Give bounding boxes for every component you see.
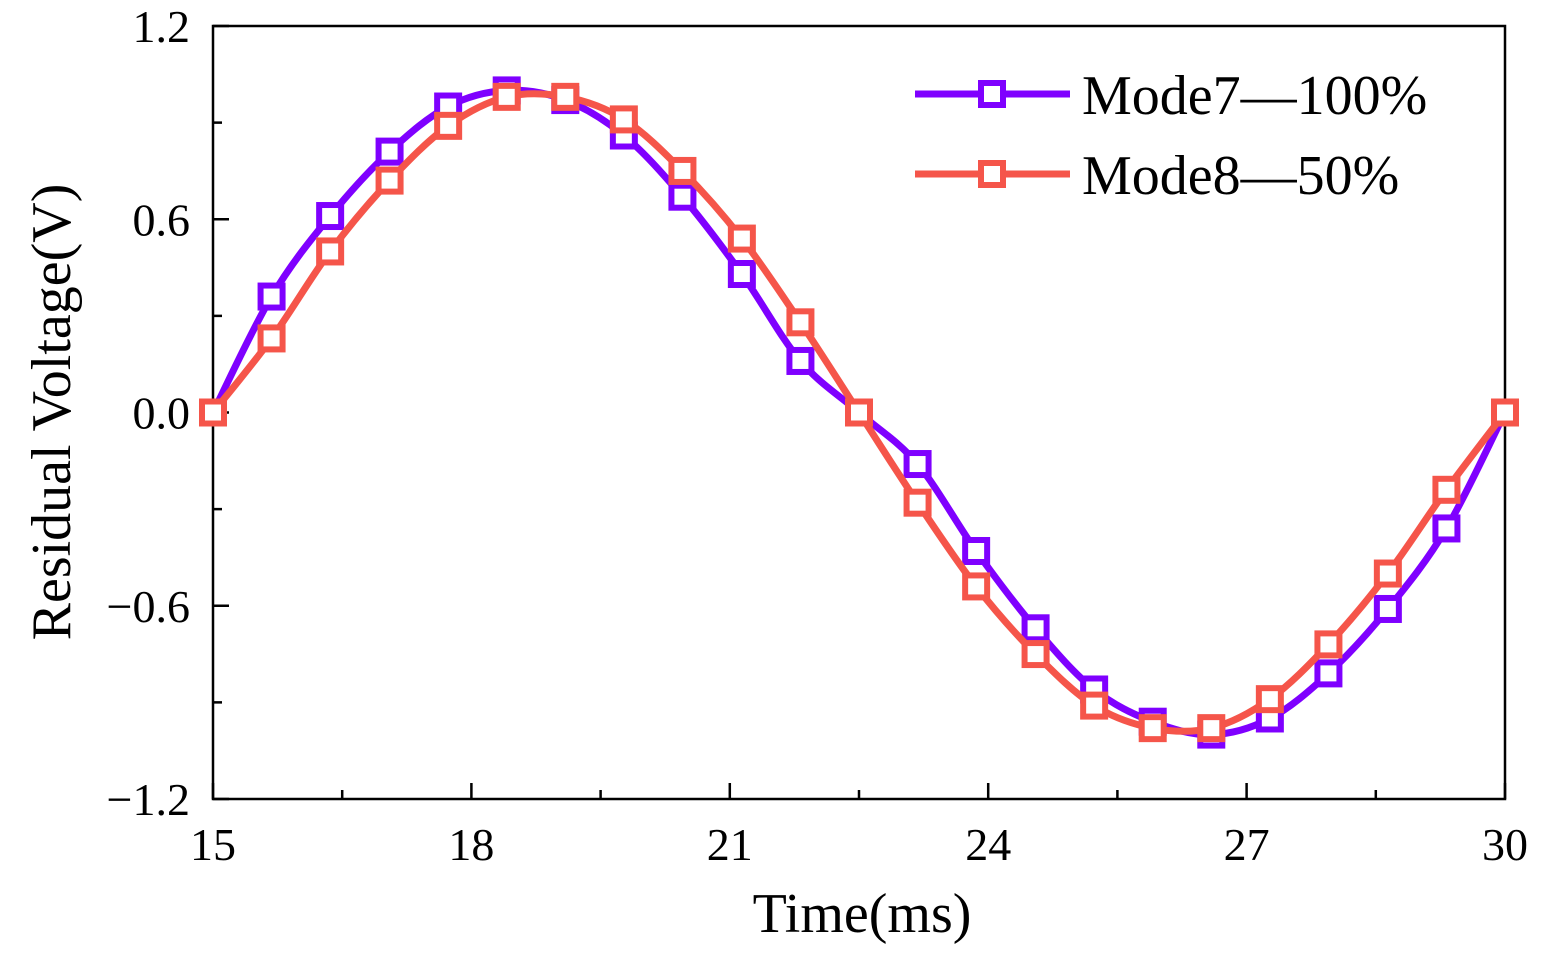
data-point [1491,398,1519,427]
x-tick-label: 24 [965,819,1011,870]
data-point [257,324,286,353]
data-point [786,346,815,375]
data-point [727,260,756,289]
data-point [727,224,756,253]
x-tick-label: 15 [190,819,236,870]
data-point [962,536,991,565]
data-point [1021,640,1050,669]
axis-tick-labels: 15 18 21 24 27 30 1.2 0.6 0.0 −0.6 −1.2 [107,1,1528,870]
series-layer [199,76,1519,749]
data-point [257,282,286,311]
data-point [1432,514,1461,543]
y-tick-label: 0.6 [133,194,191,245]
data-point [668,156,697,185]
data-point [1314,630,1343,659]
data-point [1432,475,1461,504]
x-tick-label: 21 [707,819,753,870]
series-2 [199,82,1519,743]
y-tick-label: −1.2 [107,774,190,825]
x-axis-title: Time(ms) [753,883,972,945]
data-point [375,137,404,166]
x-tick-label: 30 [1482,819,1528,870]
data-point [316,202,345,231]
data-point [962,572,991,601]
data-point [1373,559,1402,588]
legend: Mode7—100% Mode8—50% [915,65,1427,207]
data-point [1021,614,1050,643]
legend-marker [978,80,1006,108]
data-point [845,398,873,427]
data-point [1138,714,1167,743]
data-point [1373,594,1402,623]
y-axis-title: Residual Voltage(V) [21,184,83,641]
data-point [199,398,227,427]
data-point [903,488,932,517]
data-point [609,105,638,134]
legend-entry: Mode7—100% [915,65,1427,127]
legend-marker [978,160,1006,188]
y-tick-label: 0.0 [133,388,191,439]
y-tick-label: 1.2 [133,1,191,52]
data-point [903,450,932,479]
legend-label: Mode7—100% [1082,65,1427,127]
data-point [1080,691,1109,720]
data-point [668,182,697,211]
data-point [375,166,404,195]
data-point [1197,714,1226,743]
data-point [316,237,345,266]
data-point [1314,659,1343,688]
legend-entry: Mode8—50% [915,145,1399,207]
legend-label: Mode8—50% [1082,145,1399,207]
y-tick-label: −0.6 [107,581,190,632]
x-tick-label: 18 [448,819,494,870]
x-tick-label: 27 [1224,819,1270,870]
data-point [786,308,815,337]
data-point [434,111,463,140]
data-point [492,82,521,111]
data-point [551,82,580,111]
data-point [1255,685,1284,714]
